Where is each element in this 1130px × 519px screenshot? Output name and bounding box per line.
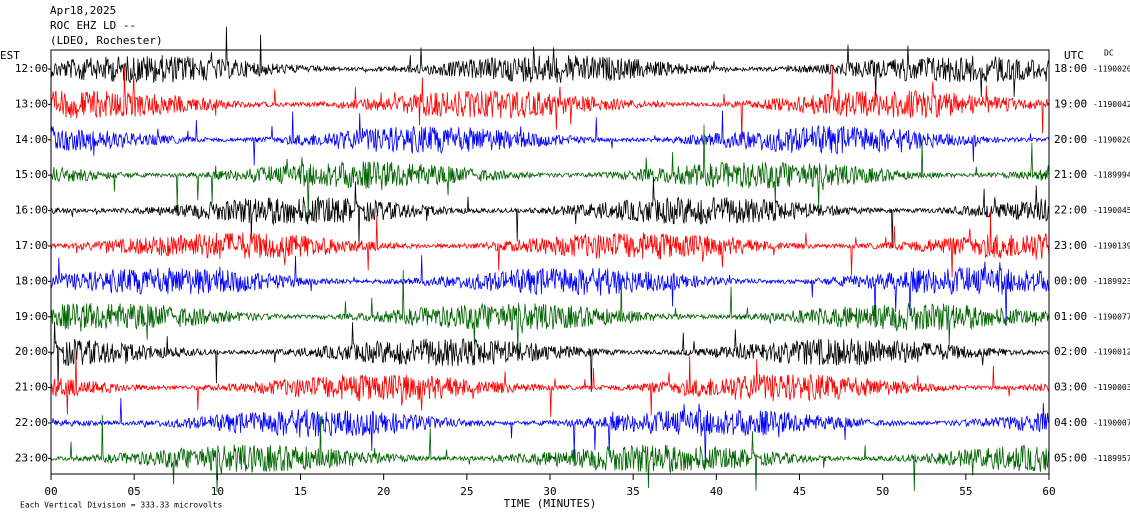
dc-offset: -1190077: [1093, 312, 1130, 321]
left-axis-label: EST: [0, 49, 20, 62]
utc-hour-label: 03:00: [1054, 381, 1087, 394]
trace: [50, 26, 1050, 97]
station: ROC EHZ LD --: [50, 19, 136, 32]
utc-hour-label: 20:00: [1054, 133, 1087, 146]
right-axis-label: UTC: [1064, 49, 1084, 62]
est-hour-label: 23:00: [15, 451, 48, 464]
est-hour-label: 15:00: [15, 168, 48, 181]
x-tick-label: 50: [876, 485, 889, 498]
est-hour-label: 20:00: [15, 345, 48, 358]
est-hour-label: 21:00: [15, 381, 48, 394]
date: Apr18,2025: [50, 4, 116, 17]
x-tick-label: 10: [211, 485, 224, 498]
x-tick-label: 60: [1042, 485, 1055, 498]
utc-hour-label: 05:00: [1054, 451, 1087, 464]
est-hour-label: 13:00: [15, 97, 48, 110]
x-tick-label: 35: [627, 485, 640, 498]
dc-label: DC: [1104, 49, 1114, 58]
footer: Each Vertical Division = 333.33 microvol…: [20, 501, 222, 510]
trace: [50, 177, 1050, 249]
dc-offset: -1190007: [1093, 419, 1130, 428]
trace: [50, 321, 1050, 392]
x-tick-label: 30: [543, 485, 556, 498]
dc-offset: -1190139: [1093, 242, 1130, 251]
utc-hour-label: 23:00: [1054, 239, 1087, 252]
trace: [50, 110, 1050, 166]
utc-hour-label: 22:00: [1054, 204, 1087, 217]
trace: [50, 352, 1050, 418]
x-axis-title: TIME (MINUTES): [504, 497, 597, 510]
dc-offset: -1190042: [1093, 100, 1130, 109]
utc-hour-label: 02:00: [1054, 345, 1087, 358]
x-tick-label: 45: [793, 485, 806, 498]
utc-hour-label: 04:00: [1054, 416, 1087, 429]
trace: [50, 269, 1050, 352]
dc-offset: -1190003: [1093, 383, 1130, 392]
utc-hour-label: 18:00: [1054, 62, 1087, 75]
x-tick-label: 15: [294, 485, 307, 498]
x-tick-label: 40: [710, 485, 723, 498]
dc-offset: -1189957: [1093, 454, 1130, 463]
trace: [50, 255, 1049, 326]
dc-offset: -1190020: [1093, 65, 1130, 74]
dc-offset: -1190045: [1093, 206, 1130, 215]
dc-offset: -1189923: [1093, 277, 1130, 286]
utc-hour-label: 19:00: [1054, 97, 1087, 110]
x-tick-label: 25: [460, 485, 473, 498]
x-tick-label: 00: [44, 485, 57, 498]
est-hour-label: 19:00: [15, 310, 48, 323]
x-tick-label: 55: [959, 485, 972, 498]
trace: [50, 65, 1050, 144]
x-tick-label: 05: [128, 485, 141, 498]
trace: [50, 211, 1050, 278]
est-hour-label: 18:00: [15, 274, 48, 287]
utc-hour-label: 00:00: [1054, 274, 1087, 287]
utc-hour-label: 01:00: [1054, 310, 1087, 323]
utc-hour-label: 21:00: [1054, 168, 1087, 181]
trace: [50, 397, 1050, 469]
dc-offset: -1189994: [1093, 171, 1130, 180]
dc-offset: -1190012: [1093, 348, 1130, 357]
network: (LDEO, Rochester): [50, 34, 163, 47]
est-hour-label: 12:00: [15, 62, 48, 75]
trace: [50, 124, 1050, 219]
est-hour-label: 22:00: [15, 416, 48, 429]
est-hour-label: 17:00: [15, 239, 48, 252]
est-hour-label: 16:00: [15, 204, 48, 217]
dc-offset: -1190020: [1093, 135, 1130, 144]
est-hour-label: 14:00: [15, 133, 48, 146]
x-tick-label: 20: [377, 485, 390, 498]
